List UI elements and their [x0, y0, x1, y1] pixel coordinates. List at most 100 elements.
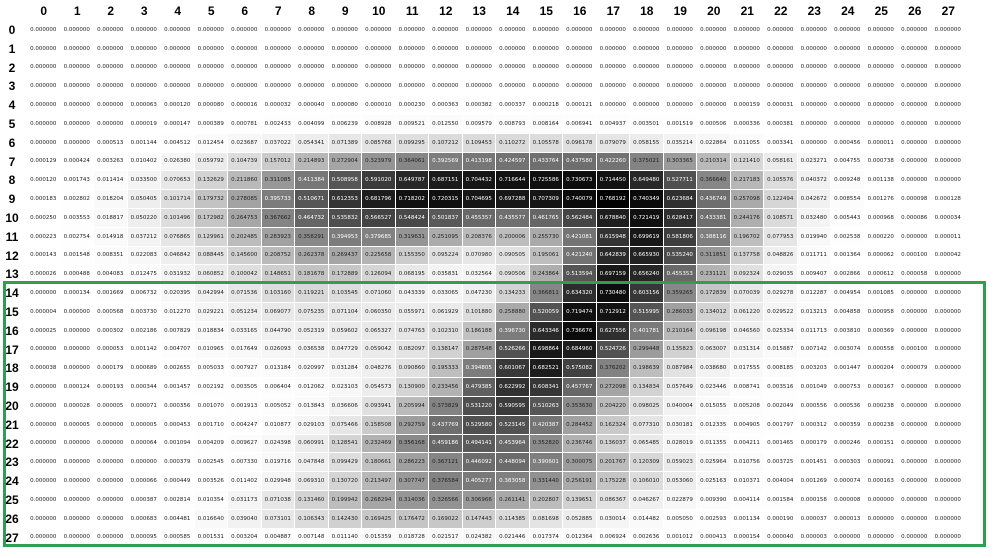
- heatmap-cell: 0.000449: [161, 472, 195, 491]
- heatmap-cell: 0.003526: [194, 472, 228, 491]
- heatmap-cell: 0.001465: [764, 434, 798, 454]
- heatmap-cell: 0.010371: [730, 472, 764, 491]
- heatmap-cell: 0.000000: [60, 340, 94, 360]
- heatmap-cell: 0.195061: [529, 246, 563, 266]
- heatmap-cell: 0.081698: [529, 509, 563, 529]
- heatmap-cell: 0.000193: [94, 378, 128, 397]
- heatmap-cell: 0.031314: [730, 340, 764, 360]
- heatmap-cell: 0.018834: [194, 321, 228, 341]
- heatmap-cell: 0.000000: [764, 21, 798, 40]
- heatmap-cell: 0.359265: [663, 284, 697, 303]
- heatmap-cell: 0.000000: [27, 115, 61, 134]
- heatmap-cell: 0.026093: [261, 340, 295, 360]
- heatmap-cell: 0.071389: [328, 133, 362, 153]
- heatmap-cell: 0.000000: [864, 39, 898, 59]
- heatmap-cell: 0.014482: [630, 509, 664, 529]
- heatmap-cell: 0.000128: [931, 190, 965, 209]
- column-header: 15: [539, 4, 553, 18]
- heatmap-cell: 0.000000: [831, 58, 865, 78]
- heatmap-cell: 0.000000: [529, 39, 563, 59]
- heatmap-cell: 0.278085: [228, 190, 262, 209]
- heatmap-cell: 0.009390: [697, 491, 731, 510]
- heatmap-cell: 0.684960: [563, 340, 597, 360]
- heatmap-cell: 0.379685: [362, 227, 396, 247]
- heatmap-cell: 0.000079: [898, 359, 932, 379]
- heatmap-cell: 0.058161: [764, 152, 798, 172]
- column-header: 18: [640, 4, 654, 18]
- heatmap-cell: 0.000000: [898, 96, 932, 115]
- heatmap-cell: 0.000312: [797, 415, 831, 435]
- column-header: 7: [274, 4, 282, 18]
- heatmap-cell: 0.002192: [194, 378, 228, 397]
- heatmap-cell: 0.768192: [596, 190, 630, 209]
- heatmap-cell: 0.000000: [362, 58, 396, 78]
- heatmap-cell: 0.000000: [596, 21, 630, 40]
- heatmap-cell: 0.000000: [94, 58, 128, 78]
- heatmap-cell: 0.000000: [697, 58, 731, 78]
- heatmap-cell: 0.200006: [496, 227, 530, 247]
- heatmap-cell: 0.093941: [362, 397, 396, 416]
- heatmap-cell: 0.107212: [429, 133, 463, 153]
- heatmap-cell: 0.287548: [462, 340, 496, 360]
- heatmap-cell: 0.000612: [864, 265, 898, 285]
- heatmap-cell: 0.000000: [898, 453, 932, 473]
- heatmap-cell: 0.000302: [94, 321, 128, 341]
- heatmap-cell: 0.005052: [261, 397, 295, 416]
- heatmap-cell: 0.024382: [462, 528, 496, 548]
- heatmap-cell: 0.581806: [663, 227, 697, 247]
- row-header: 18: [5, 361, 19, 376]
- heatmap-cell: 0.000004: [27, 303, 61, 322]
- heatmap-cell: 0.000183: [27, 190, 61, 209]
- heatmap-cell: 0.000303: [831, 453, 865, 473]
- heatmap-cell: 0.024398: [261, 434, 295, 454]
- heatmap-cell: 0.000000: [94, 472, 128, 491]
- heatmap-cell: 0.000488: [60, 265, 94, 285]
- heatmap-cell: 0.136037: [596, 434, 630, 454]
- heatmap-cell: 0.009579: [462, 115, 496, 134]
- heatmap-cell: 0.004887: [261, 528, 295, 548]
- heatmap-cell: 0.000218: [529, 96, 563, 115]
- heatmap-cell: 0.436749: [697, 190, 731, 209]
- heatmap-cell: 0.000158: [797, 491, 831, 510]
- heatmap-cell: 0.000000: [362, 77, 396, 97]
- heatmap-cell: 0.000091: [864, 453, 898, 473]
- heatmap-cell: 0.319631: [395, 227, 429, 247]
- heatmap-cell: 0.000000: [931, 415, 965, 435]
- heatmap-cell: 0.060852: [194, 265, 228, 285]
- heatmap-cell: 0.009248: [831, 171, 865, 191]
- column-header: 5: [207, 4, 215, 18]
- heatmap-cell: 0.000585: [161, 528, 195, 548]
- heatmap-cell: 0.000000: [898, 303, 932, 322]
- heatmap-cell: 0.000000: [261, 58, 295, 78]
- heatmap-cell: 0.075466: [328, 415, 362, 435]
- heatmap-cell: 0.000000: [429, 77, 463, 97]
- heatmap-cell: 0.000556: [797, 397, 831, 416]
- heatmap-cell: 0.031284: [328, 359, 362, 379]
- heatmap-cell: 0.103160: [261, 284, 295, 303]
- heatmap-cell: 0.000000: [161, 58, 195, 78]
- heatmap-cell: 0.000000: [496, 77, 530, 97]
- heatmap-cell: 0.306966: [462, 491, 496, 510]
- heatmap-cell: 0.000000: [898, 21, 932, 40]
- heatmap-cell: 0.000000: [563, 58, 597, 78]
- heatmap-cell: 0.138147: [429, 340, 463, 360]
- heatmap-cell: 0.000000: [496, 21, 530, 40]
- heatmap-cell: 0.135823: [663, 340, 697, 360]
- heatmap-cell: 0.000000: [898, 415, 932, 435]
- heatmap-cell: 0.000000: [797, 39, 831, 59]
- heatmap-cell: 0.725586: [529, 171, 563, 191]
- heatmap-cell: 0.155350: [395, 246, 429, 266]
- heatmap-cell: 0.105576: [764, 171, 798, 191]
- heatmap-cell: 0.464732: [295, 209, 329, 228]
- heatmap-cell: 0.268294: [362, 491, 396, 510]
- heatmap-cell: 0.100042: [228, 265, 262, 285]
- heatmap-cell: 0.000086: [898, 209, 932, 228]
- heatmap-cell: 0.199942: [328, 491, 362, 510]
- heatmap-cell: 0.011140: [328, 528, 362, 548]
- heatmap-cell: 0.000000: [27, 58, 61, 78]
- heatmap-cell: 0.000413: [697, 528, 731, 548]
- heatmap-cell: 0.000387: [127, 491, 161, 510]
- heatmap-cell: 0.018817: [94, 209, 128, 228]
- heatmap-cell: 0.032480: [797, 209, 831, 228]
- heatmap-cell: 0.109453: [462, 133, 496, 153]
